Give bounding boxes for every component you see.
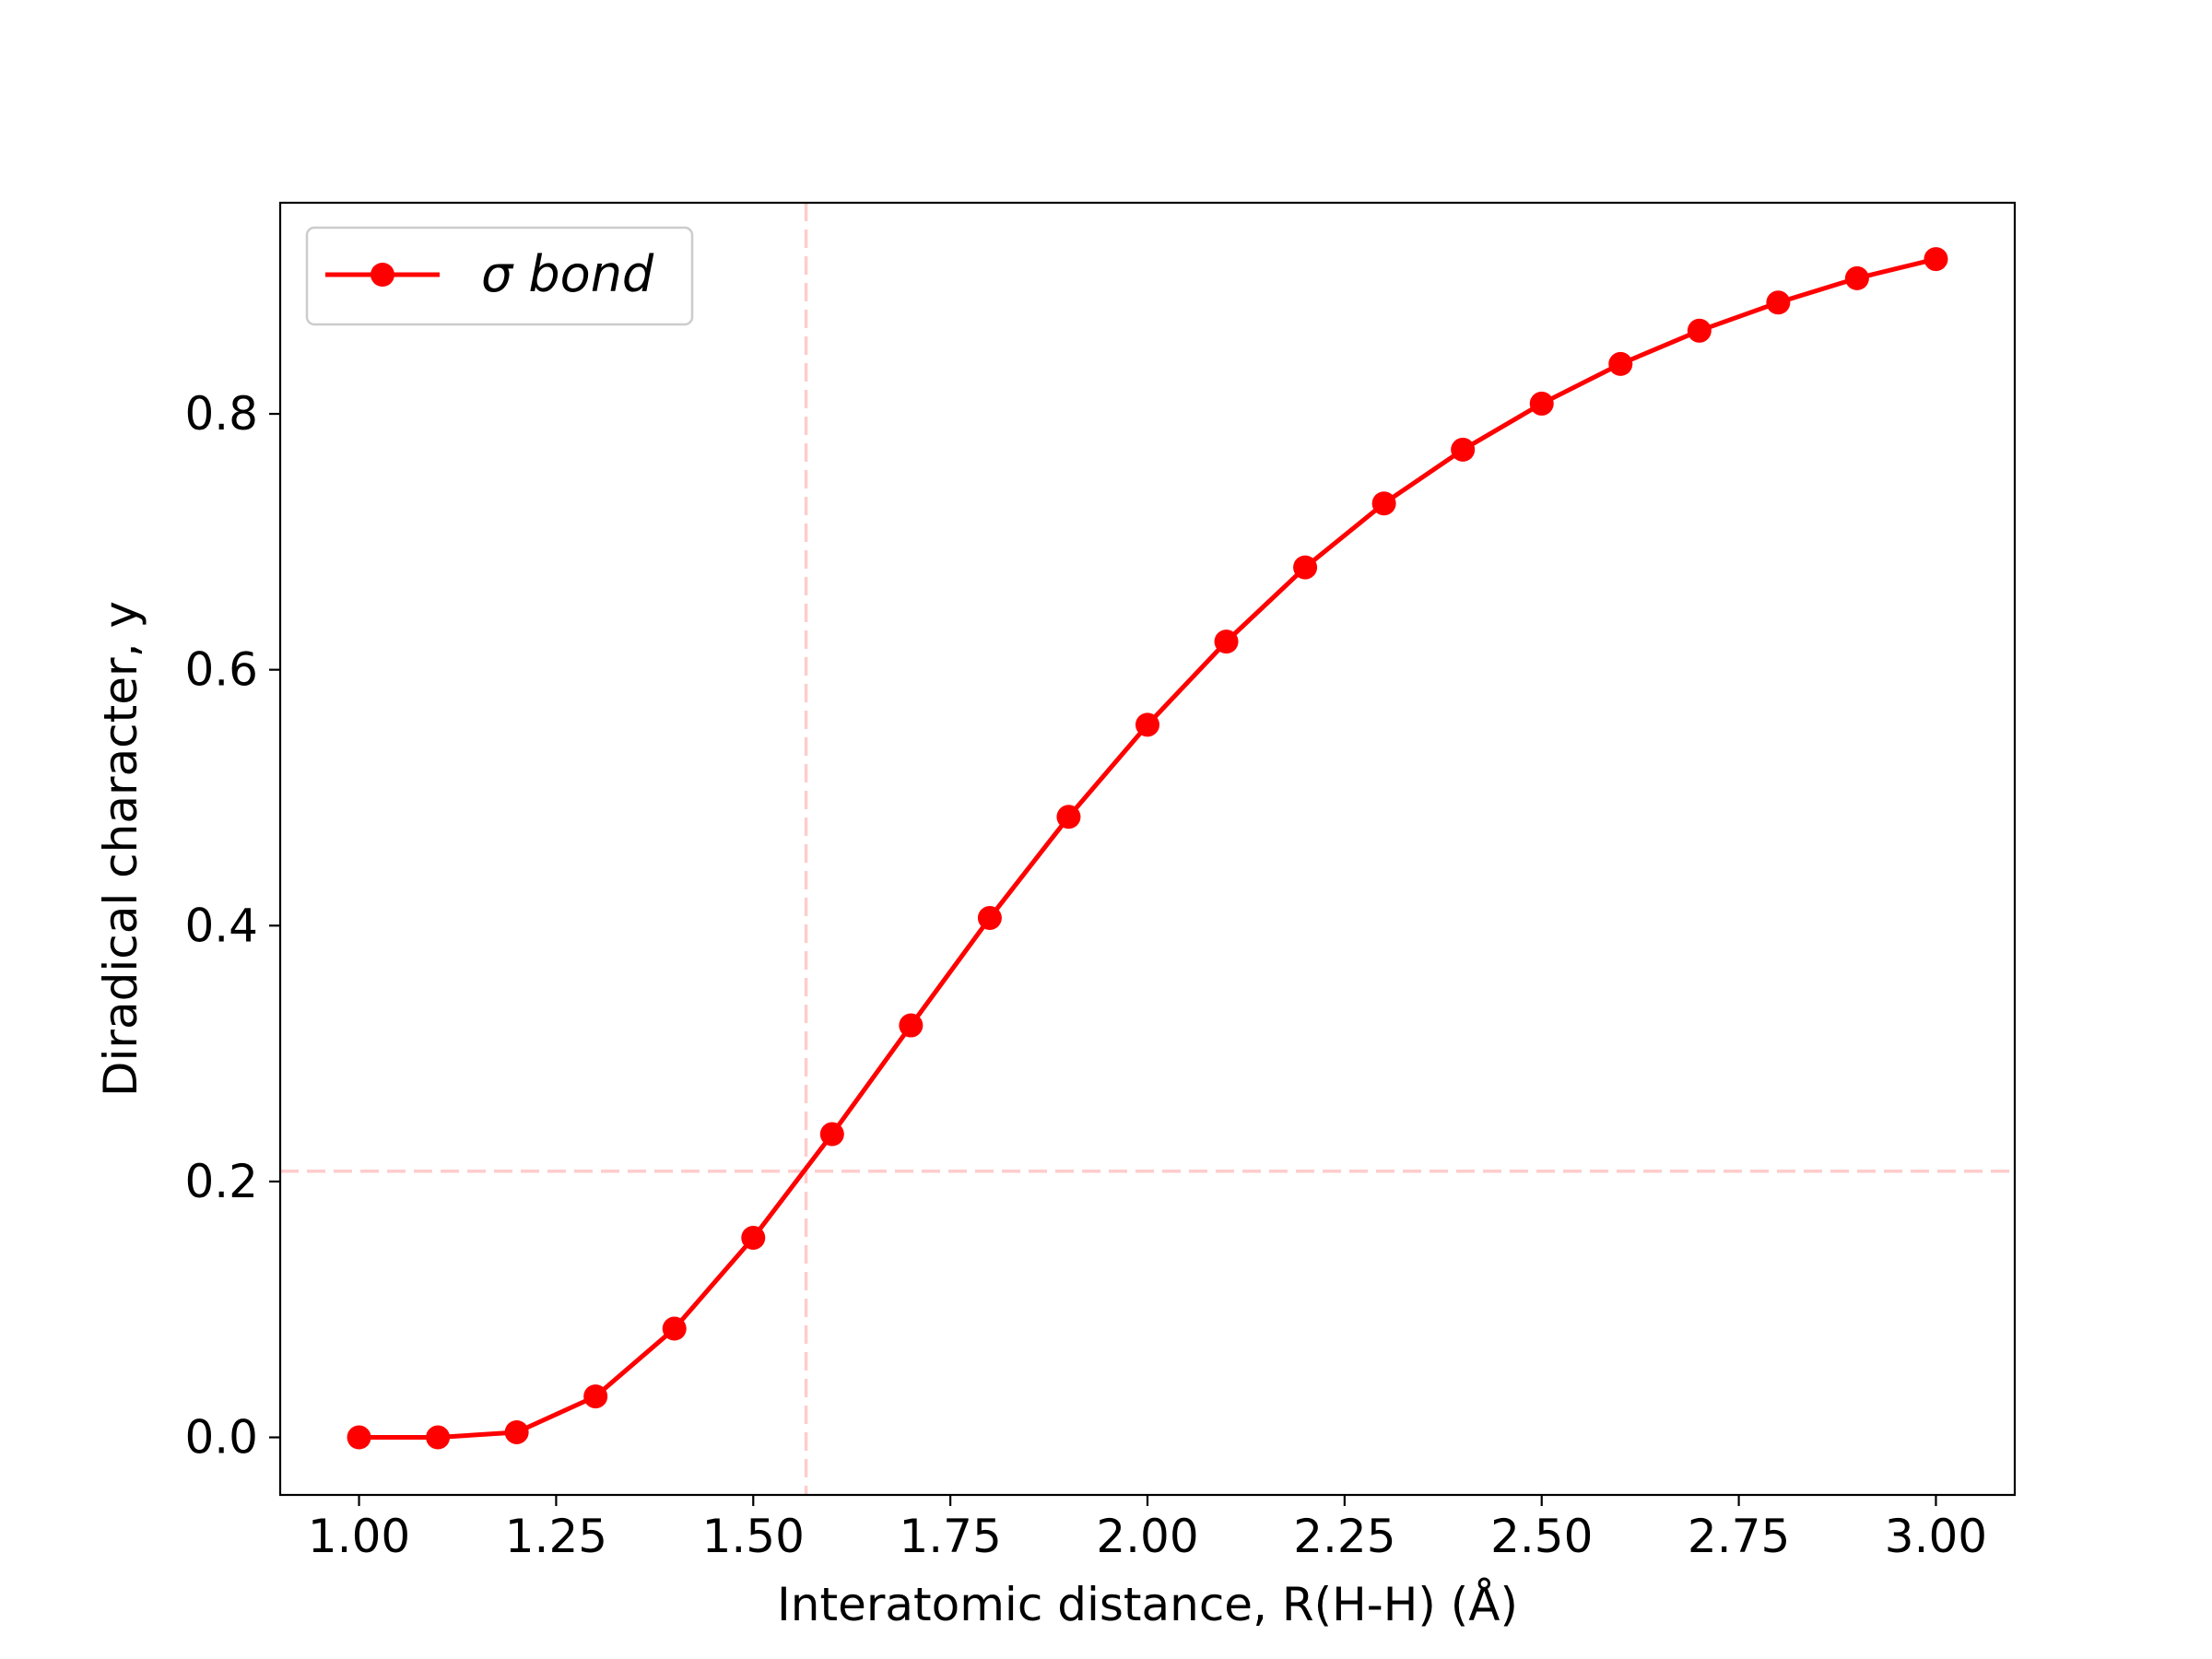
x-axis-ticks: 1.00 1.25 1.50 1.75 2.00 2.25 2.50 2.75 3.00 — [308, 1495, 1987, 1563]
x-tick-label: 1.50 — [702, 1510, 805, 1563]
data-point — [583, 1384, 608, 1409]
y-axis-ticks: 0.0 0.2 0.4 0.6 0.8 — [184, 387, 280, 1465]
data-point — [1451, 437, 1476, 462]
data-point — [819, 1122, 844, 1147]
data-point — [1766, 290, 1791, 315]
data-point — [1135, 712, 1159, 737]
data-point — [1056, 805, 1081, 830]
reference-lines — [280, 203, 2015, 1495]
data-point — [977, 905, 1002, 930]
legend-box — [305, 226, 694, 326]
x-tick-label: 1.25 — [505, 1510, 607, 1563]
data-point — [347, 1425, 371, 1450]
data-point — [1844, 265, 1869, 290]
legend: σ bond — [305, 226, 694, 326]
data-point — [662, 1316, 687, 1341]
x-tick-label: 1.75 — [899, 1510, 1001, 1563]
y-tick-label: 0.6 — [184, 643, 258, 697]
x-tick-label: 2.75 — [1688, 1510, 1790, 1563]
data-point — [1371, 491, 1396, 516]
x-axis-label: Interatomic distance, R(H-H) (Å) — [777, 1578, 1518, 1631]
data-point — [1687, 318, 1712, 343]
x-tick-label: 2.00 — [1096, 1510, 1198, 1563]
y-tick-label: 0.0 — [184, 1411, 258, 1465]
series-layer — [347, 247, 1948, 1450]
data-point — [741, 1225, 766, 1250]
data-point — [1293, 555, 1318, 580]
data-point — [1529, 391, 1554, 416]
y-tick-label: 0.8 — [184, 387, 258, 441]
y-tick-label: 0.2 — [184, 1155, 258, 1208]
data-point — [1608, 351, 1633, 376]
x-tick-label: 1.00 — [308, 1510, 410, 1563]
x-tick-label: 3.00 — [1885, 1510, 1987, 1563]
data-point — [899, 1013, 924, 1038]
y-axis-label: Diradical character, y — [94, 601, 147, 1097]
data-point — [504, 1419, 529, 1444]
x-tick-label: 2.50 — [1490, 1510, 1593, 1563]
x-tick-label: 2.25 — [1293, 1510, 1395, 1563]
legend-marker-icon — [371, 263, 394, 287]
legend-entry-label: σ bond — [481, 245, 654, 303]
data-point — [1214, 629, 1239, 654]
data-point — [426, 1425, 451, 1450]
y-tick-label: 0.4 — [184, 899, 258, 952]
data-point — [1924, 247, 1948, 272]
